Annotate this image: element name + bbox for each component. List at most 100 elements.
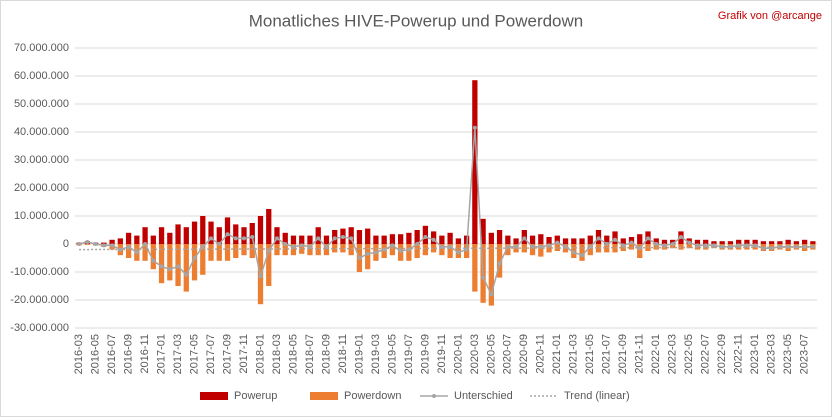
x-tick-label: 2023-05 (782, 334, 794, 374)
point (291, 244, 296, 249)
bar (612, 231, 618, 244)
x-tick-label: 2019-09 (419, 334, 431, 374)
bar (455, 238, 462, 244)
bar (439, 235, 445, 244)
bar (529, 235, 536, 244)
bar (785, 239, 791, 244)
bar (266, 244, 272, 286)
point (176, 264, 181, 269)
y-tick-label: 70.000.000 (14, 42, 69, 54)
bar (546, 237, 552, 244)
x-tick-label: 2017-01 (155, 334, 167, 374)
point (522, 236, 527, 241)
bar (480, 218, 486, 244)
bar (414, 230, 420, 244)
bar (579, 238, 585, 244)
bar (191, 244, 198, 281)
bar (414, 244, 420, 258)
bar (472, 80, 478, 244)
point (307, 244, 312, 249)
bar (430, 244, 437, 253)
point (184, 272, 189, 277)
bar (554, 244, 560, 251)
bar (744, 239, 750, 244)
point (472, 125, 477, 130)
x-tick-label: 2021-09 (617, 334, 629, 374)
bar (760, 241, 767, 244)
point (456, 250, 461, 255)
y-tick-label: 20.000.000 (14, 182, 69, 194)
x-tick-label: 2017-05 (188, 334, 200, 374)
x-tick-label: 2018-01 (254, 334, 266, 374)
bar (447, 244, 453, 258)
point (645, 236, 650, 241)
bar (670, 239, 676, 244)
bar (637, 234, 643, 244)
x-tick-label: 2021-11 (634, 334, 646, 374)
point (621, 243, 626, 248)
x-tick-label: 2019-03 (370, 334, 382, 374)
bar (381, 235, 387, 244)
point (736, 243, 741, 248)
x-tick-label: 2022-07 (700, 334, 712, 374)
bar (340, 244, 346, 253)
bar (637, 244, 643, 258)
x-tick-label: 2017-07 (205, 334, 217, 374)
bar (439, 244, 445, 256)
x-tick-label: 2018-11 (337, 334, 349, 374)
bar (183, 244, 189, 292)
point (365, 251, 370, 256)
point (431, 237, 436, 242)
bar (554, 235, 560, 244)
x-tick-label: 2016-07 (106, 334, 118, 374)
point (151, 258, 156, 263)
point (398, 249, 403, 253)
bar (274, 227, 280, 244)
bar (538, 244, 544, 257)
point (357, 256, 362, 260)
bar (496, 244, 503, 278)
y-tick-label: -10.000.000 (10, 266, 69, 278)
bar (373, 235, 379, 244)
bar (356, 230, 363, 244)
point (711, 243, 716, 248)
point (695, 243, 700, 248)
bar (711, 241, 717, 244)
x-tick-label: 2021-05 (584, 334, 596, 374)
bar (183, 227, 189, 244)
bar (323, 235, 330, 244)
bar (315, 227, 321, 244)
point (134, 250, 139, 255)
x-tick-label: 2017-03 (172, 334, 184, 374)
x-tick-label: 2016-11 (139, 334, 151, 374)
point (85, 240, 90, 245)
bar (158, 227, 165, 244)
x-tick-label: 2017-09 (221, 334, 233, 374)
point (250, 235, 255, 239)
y-tick-label: -30.000.000 (10, 322, 69, 334)
bar (620, 238, 626, 244)
bar (488, 244, 494, 306)
point (242, 236, 247, 241)
bar (175, 224, 181, 244)
bar (653, 244, 659, 250)
x-tick-label: 2023-01 (749, 334, 761, 374)
bar (208, 244, 214, 261)
x-tick-label: 2020-09 (518, 334, 530, 374)
bar (348, 227, 354, 244)
bar (241, 227, 247, 244)
bar (200, 216, 206, 244)
bar (191, 221, 198, 244)
bar (224, 217, 231, 244)
point (192, 256, 197, 260)
bar (678, 244, 684, 250)
bar (142, 227, 148, 244)
point (703, 243, 708, 248)
point (340, 235, 345, 239)
bar (447, 232, 453, 244)
bar (587, 235, 593, 244)
point (662, 243, 667, 248)
bar (200, 244, 206, 275)
bar (125, 232, 132, 244)
x-tick-label: 2021-03 (568, 334, 580, 374)
